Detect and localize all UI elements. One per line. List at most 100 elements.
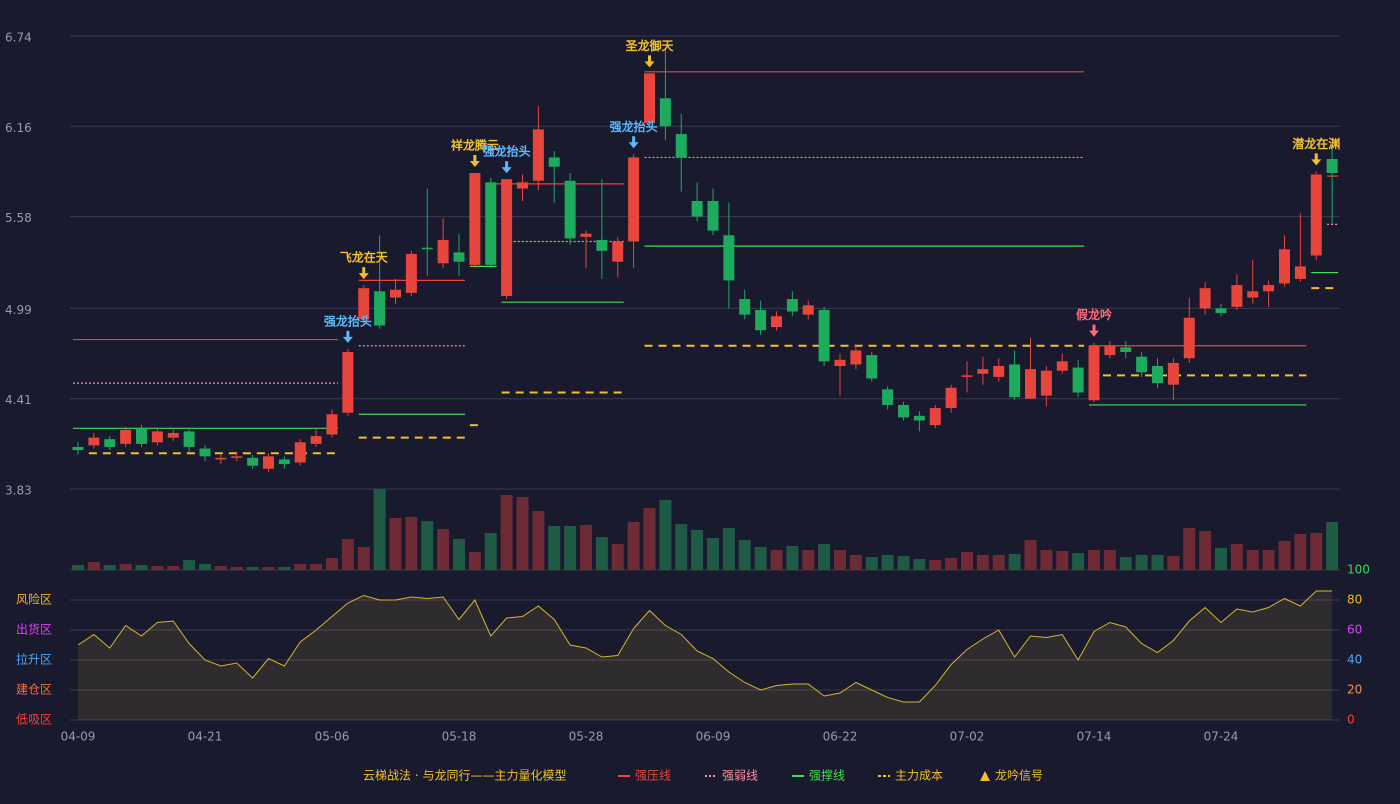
candle-body bbox=[945, 387, 957, 409]
candle-body bbox=[929, 408, 941, 426]
volume-bar bbox=[1326, 522, 1339, 570]
candle-body bbox=[850, 350, 862, 365]
zone-label: 风险区 bbox=[16, 592, 52, 607]
volume-bar bbox=[500, 495, 513, 570]
volume-bar bbox=[199, 564, 211, 570]
legend-label: 强弱线 bbox=[722, 769, 758, 783]
volume-bar bbox=[532, 511, 545, 570]
candle-body bbox=[453, 252, 465, 262]
x-tick-label: 04-09 bbox=[61, 730, 96, 744]
volume-bar bbox=[326, 558, 338, 570]
candle-body bbox=[1025, 369, 1036, 399]
volume-bar bbox=[770, 550, 783, 570]
candle-body bbox=[1310, 174, 1322, 256]
volume-bar bbox=[167, 566, 180, 570]
volume-bar bbox=[849, 555, 862, 570]
legend-label: 龙吟信号 bbox=[995, 768, 1043, 783]
candle-body bbox=[977, 369, 989, 374]
candle-body bbox=[755, 309, 767, 331]
model-title: 云梯战法 · 与龙同行——主力量化模型 bbox=[363, 769, 566, 783]
volume-bar bbox=[1278, 541, 1291, 570]
signal-label: 强龙抬头 bbox=[483, 144, 531, 159]
signal-label: 假龙吟 bbox=[1076, 307, 1112, 322]
x-tick-label: 07-24 bbox=[1204, 730, 1239, 744]
volume-bar bbox=[1230, 544, 1243, 570]
signal-arrow bbox=[628, 136, 639, 149]
volume-bar bbox=[643, 508, 656, 570]
candle-body bbox=[866, 355, 878, 379]
signal-arrow bbox=[358, 267, 369, 280]
candle-body bbox=[834, 359, 846, 367]
volume-bar bbox=[389, 518, 402, 570]
volume-bar bbox=[183, 560, 196, 570]
signal-arrow bbox=[1089, 324, 1099, 337]
y-tick-label: 4.41 bbox=[5, 393, 32, 407]
candle-body bbox=[596, 239, 608, 251]
volume-bar bbox=[516, 497, 529, 570]
volume-bar bbox=[437, 529, 450, 570]
candle-body bbox=[183, 431, 195, 447]
candle-body bbox=[469, 172, 481, 265]
candle-body bbox=[1056, 361, 1068, 371]
candle-body bbox=[1279, 249, 1290, 284]
x-tick-label: 07-14 bbox=[1077, 730, 1112, 744]
volume-bar bbox=[881, 555, 894, 570]
y2-tick-label: 60 bbox=[1347, 623, 1362, 637]
indicator-line bbox=[77, 590, 1333, 703]
volume-bar bbox=[595, 537, 608, 570]
candle-body bbox=[580, 233, 592, 237]
zone-label: 建仓区 bbox=[16, 683, 52, 697]
volume-bar bbox=[119, 564, 132, 570]
volume-bar bbox=[246, 567, 259, 570]
candle-body bbox=[802, 305, 814, 315]
y-tick-label: 3.83 bbox=[5, 484, 32, 498]
candle-body bbox=[707, 201, 719, 231]
candle-body bbox=[786, 299, 798, 312]
volume-bar bbox=[214, 566, 227, 570]
candle-body bbox=[961, 375, 973, 377]
candle-body bbox=[104, 439, 116, 447]
candle-body bbox=[310, 436, 322, 444]
volume-bar bbox=[1135, 555, 1148, 570]
volume-bar bbox=[611, 544, 624, 570]
legend-swatch bbox=[980, 771, 990, 781]
candle-body bbox=[644, 73, 655, 124]
candle-body bbox=[993, 366, 1005, 377]
signal-label: 强龙抬头 bbox=[610, 119, 658, 134]
candle-body bbox=[1072, 367, 1084, 393]
volume-bar bbox=[453, 539, 465, 570]
volume-bar bbox=[865, 557, 878, 570]
candle-body bbox=[564, 180, 576, 239]
candle-body bbox=[1167, 362, 1179, 385]
signal-label: 潜龙在渊 bbox=[1292, 136, 1340, 151]
candle-body bbox=[278, 459, 290, 465]
candle-body bbox=[882, 389, 894, 405]
legend-label: 主力成本 bbox=[895, 769, 943, 783]
candle-body bbox=[405, 253, 417, 293]
x-tick-label: 04-21 bbox=[188, 730, 223, 744]
candle-body bbox=[1136, 356, 1148, 373]
volume-bar bbox=[1024, 540, 1037, 570]
volume-bar bbox=[1199, 531, 1212, 570]
y-tick-label: 6.16 bbox=[5, 121, 32, 135]
volume-bar bbox=[627, 522, 640, 570]
x-tick-label: 07-02 bbox=[950, 730, 985, 744]
volume-bar bbox=[675, 524, 688, 570]
candle-body bbox=[1104, 345, 1116, 356]
volume-bar bbox=[1088, 550, 1100, 570]
signal-arrow bbox=[1311, 153, 1322, 166]
volume-bar bbox=[834, 550, 846, 570]
candle-body bbox=[215, 457, 227, 460]
signal-arrow bbox=[501, 161, 512, 174]
volume-bar bbox=[1183, 528, 1196, 570]
volume-bar bbox=[1310, 533, 1323, 570]
volume-bar bbox=[1119, 557, 1132, 570]
candle-body bbox=[390, 289, 401, 298]
volume-bar bbox=[707, 538, 719, 570]
candle-body bbox=[659, 98, 671, 127]
zone-label: 拉升区 bbox=[16, 652, 52, 667]
volume-bar bbox=[786, 546, 799, 570]
volume-bar bbox=[1246, 550, 1259, 570]
volume-bar bbox=[310, 564, 323, 570]
